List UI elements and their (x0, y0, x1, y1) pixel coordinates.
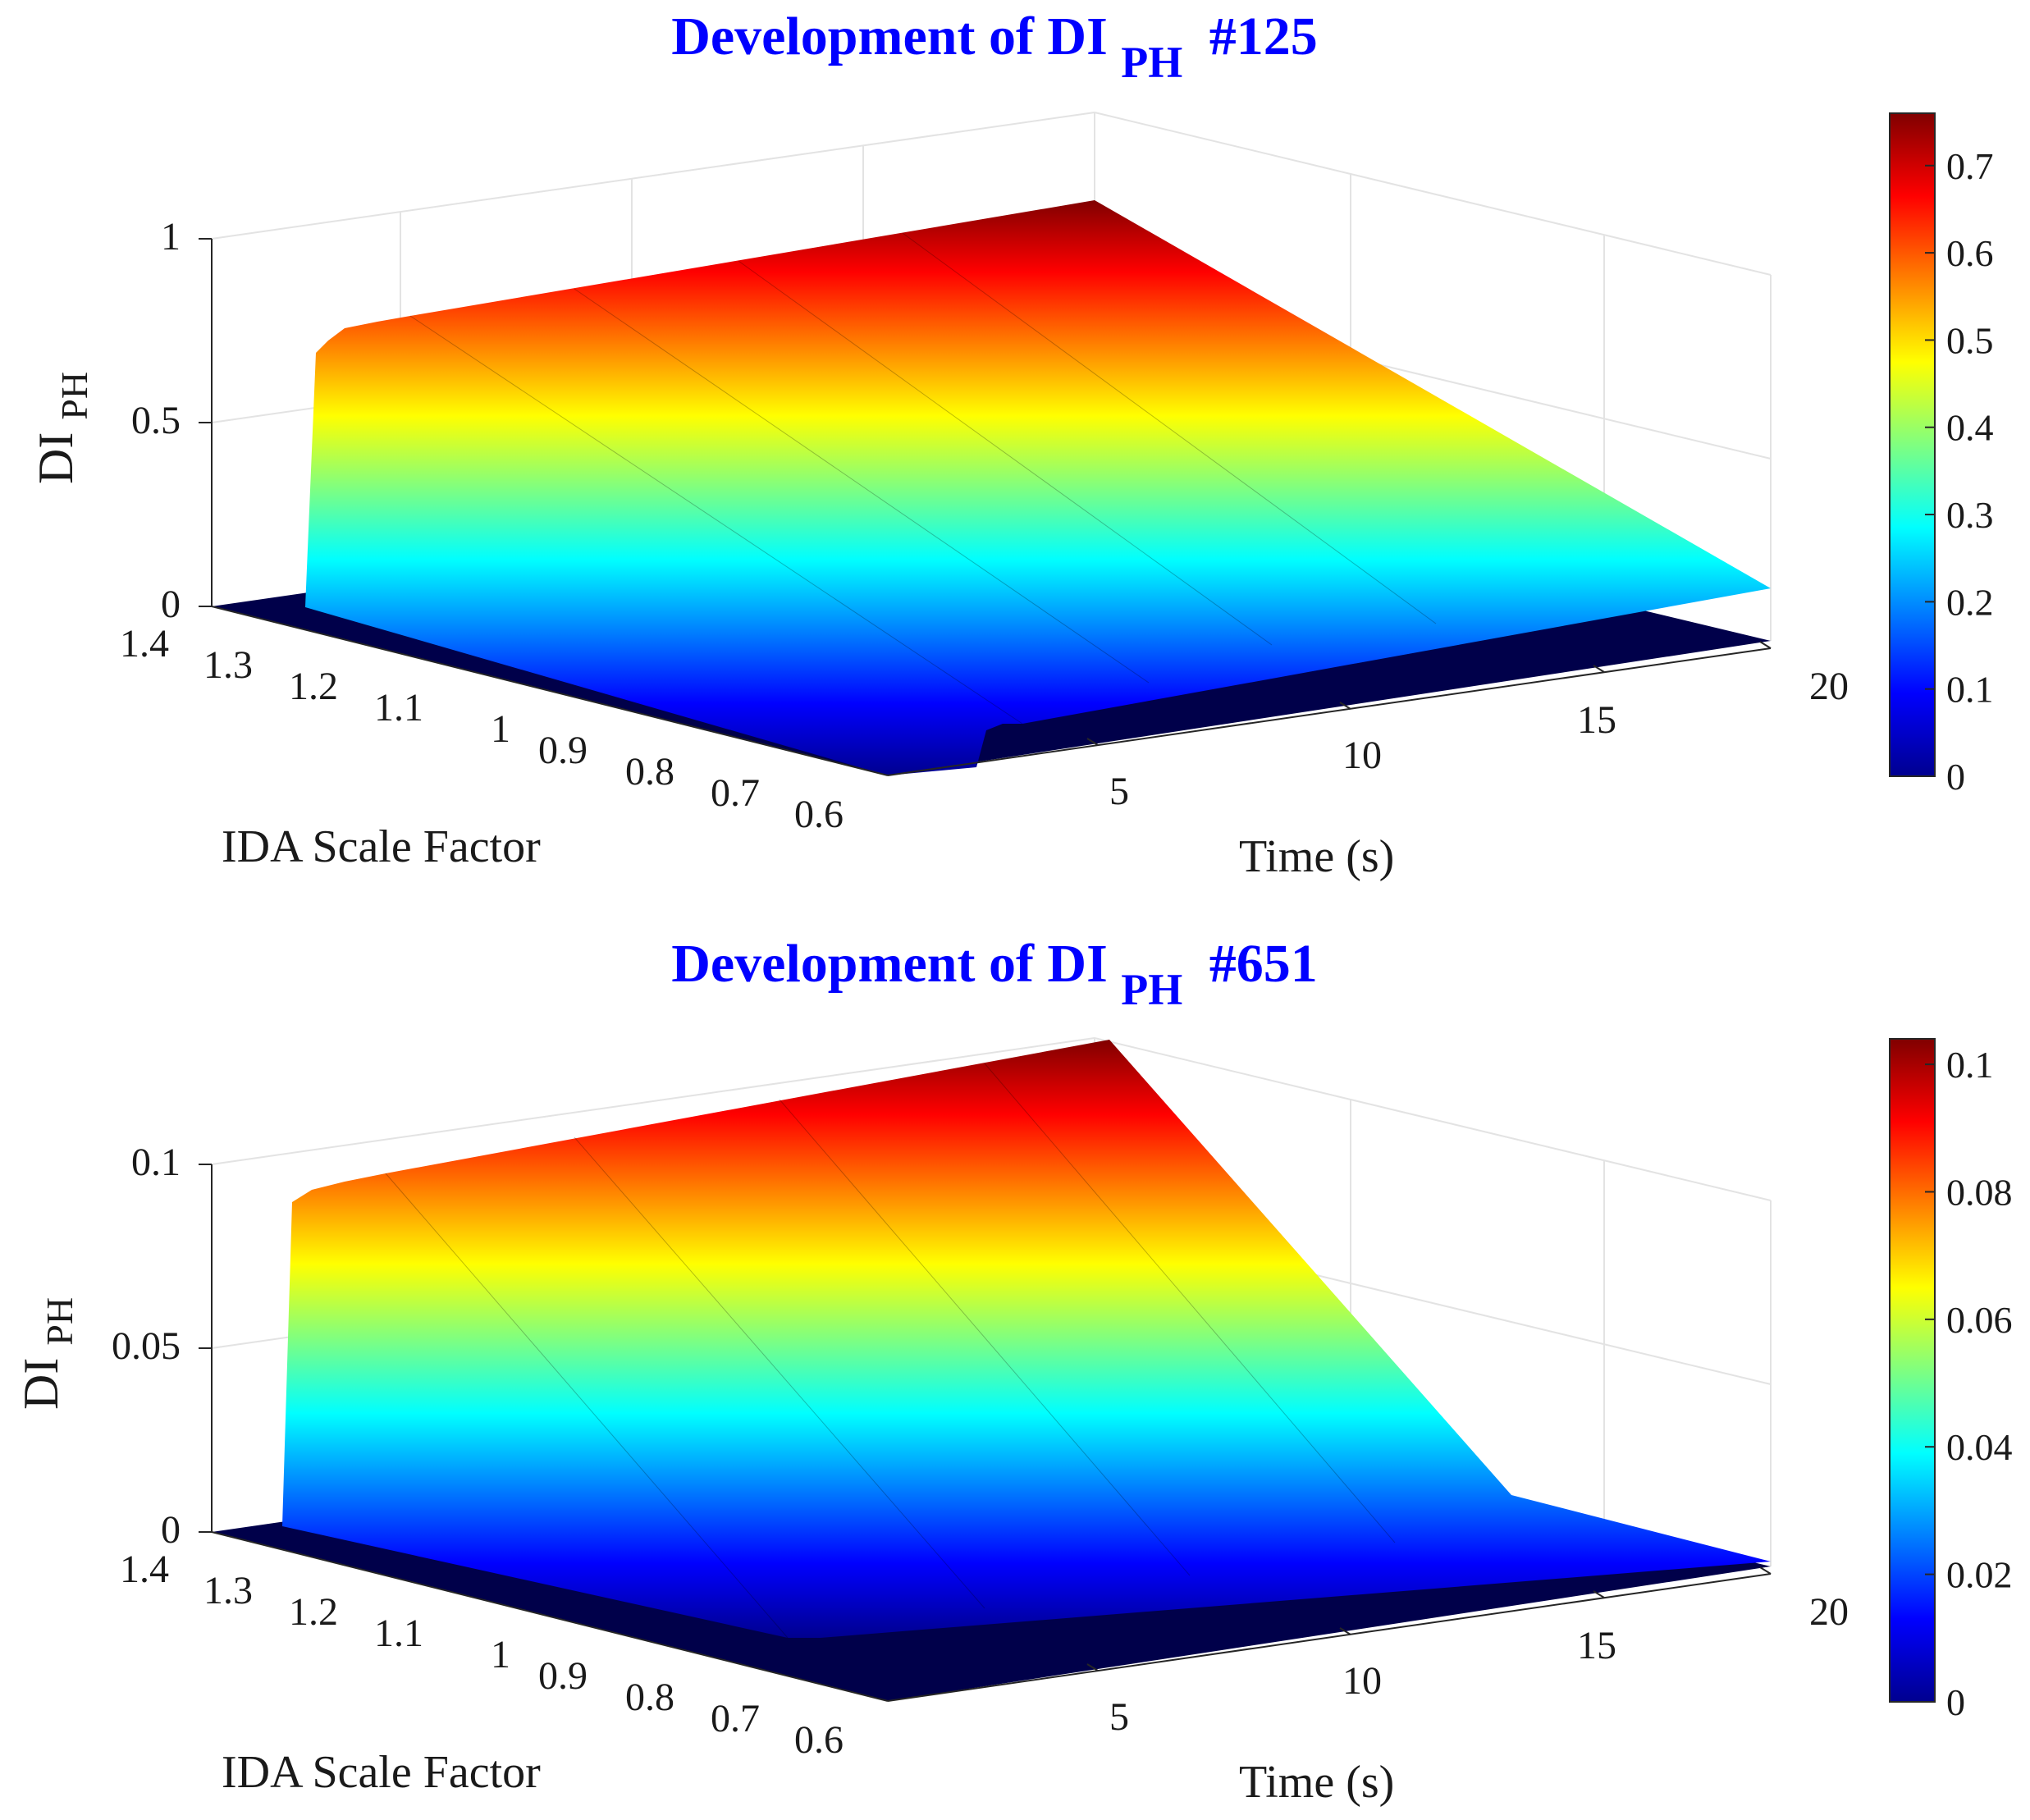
colorbar-tick-label: 0.1 (1946, 1044, 1994, 1086)
y-tick-label: 0.8 (625, 1676, 674, 1719)
y-tick-label: 1.4 (120, 1548, 169, 1591)
z-label-main: DI (29, 432, 83, 484)
colorbar: 0 0.1 0.2 0.3 0.4 0.5 0.6 0.7 (1889, 112, 1994, 798)
y-tick-label: 1.4 (120, 622, 169, 665)
y-tick-label: 1.2 (289, 1590, 338, 1634)
chart-title: Development of DI PH #125 (671, 7, 1318, 89)
y-tick-label: 0.7 (711, 771, 760, 815)
y-axis-label: IDA Scale Factor (222, 821, 541, 872)
y-tick-label: 1.1 (374, 1612, 423, 1655)
colorbar-tick-label: 0.4 (1946, 407, 1994, 449)
title-main: Development of DI (671, 7, 1108, 66)
x-tick-label: 10 (1342, 1659, 1382, 1703)
colorbar: 0 0.02 0.04 0.06 0.08 0.1 (1889, 1038, 2013, 1723)
panel-125: Development of DI PH #125 (29, 7, 1994, 882)
y-tick-label: 0.8 (625, 750, 674, 793)
surface-mesh (385, 1063, 1396, 1639)
dip-surface (282, 1040, 1771, 1638)
title-suffix: #651 (1209, 934, 1318, 994)
x-axis-label: Time (s) (1239, 1757, 1394, 1808)
z-tick-label: 0.05 (112, 1324, 181, 1368)
x-axis-label: Time (s) (1239, 831, 1394, 882)
y-tick-label: 1 (491, 707, 510, 751)
x-axis: 5 10 15 20 Time (s) (887, 641, 1849, 882)
title-suffix: #125 (1209, 7, 1318, 66)
colorbar-tick-label: 0.5 (1946, 319, 1994, 361)
dip-surface (305, 200, 1771, 775)
surface-mesh (409, 232, 1437, 725)
chart-title: Development of DI PH #651 (671, 934, 1318, 1017)
z-axis-label: DI PH (14, 1297, 80, 1410)
y-tick-label: 0.9 (538, 729, 588, 772)
z-axis: 0 0.05 0.1 DI PH (14, 1141, 213, 1552)
colorbar-tick-label: 0 (1946, 756, 1965, 798)
y-tick-label: 0.6 (794, 1718, 844, 1762)
z-tick-label: 0.1 (131, 1141, 181, 1184)
y-tick-label: 1.2 (289, 665, 338, 708)
z-label-sub: PH (53, 372, 95, 420)
y-axis: 1.4 1.3 1.2 1.1 1 0.9 0.8 0.7 0.6 IDA Sc… (120, 1531, 889, 1798)
x-axis: 5 10 15 20 Time (s) (887, 1566, 1849, 1808)
colorbar-tick-label: 0 (1946, 1681, 1965, 1723)
title-subscript: PH (1121, 965, 1182, 1014)
y-axis: 1.4 1.3 1.2 1.1 1 0.9 0.8 0.7 0.6 IDA Sc… (120, 606, 889, 872)
colorbar-ticks: 0 0.1 0.2 0.3 0.4 0.5 0.6 0.7 (1925, 145, 1994, 798)
colorbar-tick-label: 0.2 (1946, 581, 1994, 623)
y-tick-label: 1.3 (203, 643, 253, 687)
y-tick-label: 0.9 (538, 1654, 588, 1698)
y-tick-label: 1 (491, 1633, 510, 1676)
colorbar-tick-label: 0.6 (1946, 232, 1994, 274)
colorbar-tick-label: 0.7 (1946, 145, 1994, 187)
z-label-sub: PH (39, 1297, 80, 1346)
z-label-main: DI (14, 1358, 68, 1410)
x-tick-label: 5 (1109, 770, 1129, 813)
colorbar-tick-label: 0.08 (1946, 1171, 2013, 1213)
title-main: Development of DI (671, 934, 1108, 994)
x-tick-label: 20 (1809, 665, 1849, 708)
x-tick-label: 5 (1109, 1695, 1129, 1739)
panel-651: Development of DI PH #651 (14, 934, 2013, 1808)
y-tick-label: 0.6 (794, 793, 844, 836)
z-axis-label: DI PH (29, 372, 95, 484)
z-tick-label: 1 (161, 215, 181, 258)
x-tick-label: 15 (1577, 1624, 1616, 1667)
colorbar-tick-label: 0.02 (1946, 1554, 2013, 1596)
z-axis: 0 0.5 1 DI PH (29, 215, 213, 626)
colorbar-tick-label: 0.1 (1946, 669, 1994, 711)
y-axis-label: IDA Scale Factor (222, 1747, 541, 1798)
colorbar-gradient (1889, 112, 1936, 777)
x-tick-label: 15 (1577, 698, 1616, 742)
y-tick-label: 0.7 (711, 1697, 760, 1740)
y-tick-label: 1.3 (203, 1569, 253, 1612)
y-tick-label: 1.1 (374, 686, 423, 729)
z-tick-label: 0 (161, 1508, 181, 1552)
z-tick-label: 0.5 (131, 399, 181, 442)
colorbar-tick-label: 0.06 (1946, 1299, 2013, 1341)
colorbar-ticks: 0 0.02 0.04 0.06 0.08 0.1 (1925, 1044, 2013, 1723)
x-tick-label: 10 (1342, 734, 1382, 777)
colorbar-gradient (1889, 1038, 1936, 1703)
x-tick-label: 20 (1809, 1590, 1849, 1634)
z-tick-label: 0 (161, 583, 181, 626)
colorbar-tick-label: 0.3 (1946, 494, 1994, 536)
colorbar-tick-label: 0.04 (1946, 1426, 2013, 1468)
title-subscript: PH (1121, 38, 1182, 87)
